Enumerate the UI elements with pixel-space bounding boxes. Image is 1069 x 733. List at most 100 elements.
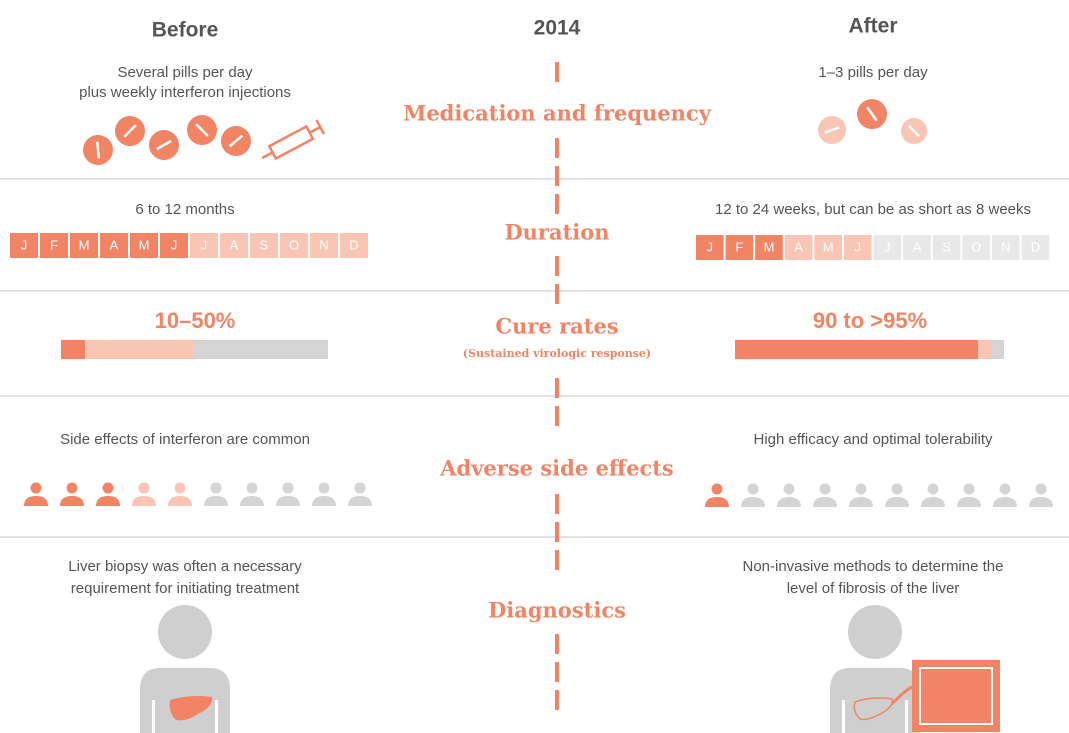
month-box xyxy=(310,233,338,258)
person-head xyxy=(354,482,366,494)
row-label: Duration xyxy=(504,220,609,245)
month-letter: A xyxy=(230,237,239,252)
person-body xyxy=(276,496,300,506)
after-text: Non-invasive methods to determine the xyxy=(743,558,1004,575)
person-head xyxy=(963,483,975,495)
row-sublabel: (Sustained virologic response) xyxy=(463,347,651,360)
pill-score xyxy=(866,106,878,122)
pill xyxy=(857,99,887,129)
before-header: Before xyxy=(152,19,219,42)
pill-score xyxy=(824,126,840,134)
month-letter: F xyxy=(735,239,743,254)
person-head xyxy=(999,483,1011,495)
row-label: Diagnostics xyxy=(488,598,626,623)
person-body xyxy=(24,496,48,506)
month-box xyxy=(340,233,368,258)
human-figure xyxy=(830,605,920,733)
person-head xyxy=(30,482,42,494)
person-body xyxy=(885,497,909,507)
row-label: Medication and frequency xyxy=(403,101,712,126)
person-body xyxy=(168,496,192,506)
month-box xyxy=(903,235,931,260)
month-box xyxy=(962,235,990,260)
month-box xyxy=(190,233,218,258)
month-letter: D xyxy=(349,237,358,252)
syringe-needle xyxy=(261,151,274,160)
person-icon xyxy=(168,482,192,506)
person-head xyxy=(102,482,114,494)
pill xyxy=(901,118,927,144)
person-body xyxy=(777,497,801,507)
human-body xyxy=(830,668,920,733)
person-body xyxy=(849,497,873,507)
person-icon xyxy=(312,482,336,506)
cure-bar-segment xyxy=(735,340,978,359)
after-text: 1–3 pills per day xyxy=(818,64,928,81)
person-icon xyxy=(240,482,264,506)
person-head xyxy=(210,482,222,494)
syringe-plunger xyxy=(309,125,321,134)
month-letter: N xyxy=(1001,239,1010,254)
month-letter: J xyxy=(201,237,208,252)
syringe-barrel xyxy=(267,124,315,161)
person-head xyxy=(66,482,78,494)
person-body xyxy=(132,496,156,506)
person-body xyxy=(96,496,120,506)
month-box xyxy=(130,233,158,258)
pill-score xyxy=(228,134,244,148)
month-letter: J xyxy=(21,237,28,252)
month-letter: J xyxy=(884,239,891,254)
after-text: 12 to 24 weeks, but can be as short as 8… xyxy=(715,201,1031,218)
pill-score xyxy=(123,124,137,138)
person-body xyxy=(741,497,765,507)
person-body xyxy=(705,497,729,507)
person-icon xyxy=(777,483,801,507)
pill xyxy=(818,116,846,144)
before-text: Liver biopsy was often a necessary xyxy=(68,558,302,575)
pill xyxy=(221,126,251,156)
pill xyxy=(83,135,113,165)
before-text: Several pills per day xyxy=(117,64,253,81)
month-box xyxy=(992,235,1020,260)
person-head xyxy=(891,483,903,495)
pill xyxy=(187,115,217,145)
month-box xyxy=(696,235,724,260)
cure-bar-segment xyxy=(85,340,194,359)
person-head xyxy=(174,482,186,494)
month-box xyxy=(755,235,783,260)
month-box xyxy=(725,235,754,260)
month-letter: J xyxy=(707,239,714,254)
month-letter: D xyxy=(1031,239,1040,254)
row-label: Cure rates xyxy=(495,314,618,339)
person-icon xyxy=(885,483,909,507)
row-label: Adverse side effects xyxy=(439,456,674,481)
person-head xyxy=(246,482,258,494)
before-text: Side effects of interferon are common xyxy=(60,431,310,448)
person-body xyxy=(60,496,84,506)
person-head xyxy=(855,483,867,495)
liver xyxy=(169,696,213,721)
person-icon xyxy=(132,482,156,506)
person-body xyxy=(1029,497,1053,507)
person-head xyxy=(138,482,150,494)
month-box xyxy=(40,233,68,258)
person-body xyxy=(813,497,837,507)
month-box xyxy=(10,233,38,258)
person-icon xyxy=(705,483,729,507)
person-icon xyxy=(993,483,1017,507)
after-text: High efficacy and optimal tolerability xyxy=(753,431,993,448)
month-box xyxy=(280,233,308,258)
person-icon xyxy=(957,483,981,507)
person-icon xyxy=(348,482,372,506)
before-text: requirement for initiating treatment xyxy=(71,580,300,597)
person-icon xyxy=(24,482,48,506)
monitor-screen xyxy=(919,667,993,725)
person-icon xyxy=(276,482,300,506)
human-head xyxy=(848,605,902,659)
pill-score xyxy=(908,125,920,137)
human-head xyxy=(158,605,212,659)
person-body xyxy=(993,497,1017,507)
person-head xyxy=(927,483,939,495)
pill-score xyxy=(96,141,100,159)
